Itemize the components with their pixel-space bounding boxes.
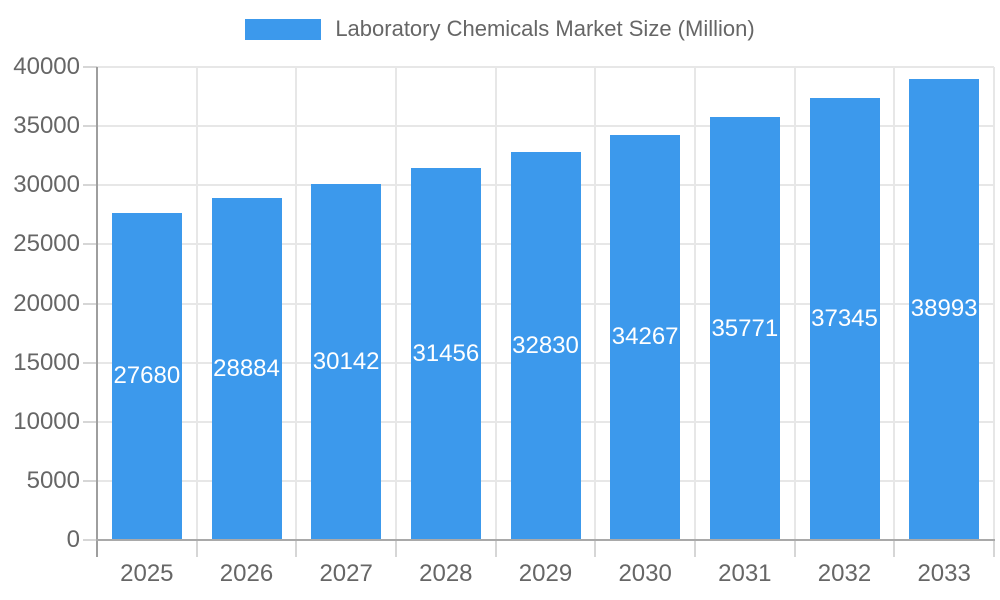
bar-value-label: 28884 [213,355,280,383]
v-gridline [295,67,298,540]
y-axis-tick [83,539,97,541]
bar [709,117,780,540]
y-axis-tick [83,479,97,482]
x-axis-tick [993,540,995,557]
y-axis-tick [83,66,97,68]
bar-value-label: 27680 [113,362,181,390]
x-axis-tick [694,540,696,557]
x-axis-label: 2029 [518,560,573,587]
x-axis-tick [494,540,497,557]
bar [111,212,182,540]
bar-value-label: 38993 [910,295,978,323]
x-axis-tick [594,540,597,557]
x-axis-tick [893,540,896,557]
y-axis-tick [83,243,97,246]
v-gridline [893,67,896,540]
v-gridline [993,67,995,540]
y-axis-label: 30000 [13,171,80,199]
y-axis-tick [83,184,97,187]
v-gridline [594,67,597,540]
x-axis-tick [295,540,298,557]
bar [909,78,980,540]
h-gridline [97,66,994,68]
x-axis-tick [195,540,198,557]
bar-value-label: 34267 [611,323,679,351]
bar [510,151,581,540]
bar [809,98,880,540]
y-axis-label: 20000 [13,289,80,317]
bar-value-label: 32830 [512,331,579,359]
y-axis-tick [83,361,97,364]
bar-value-label: 37345 [811,305,878,333]
y-axis-tick [83,302,97,305]
x-axis-label: 2033 [917,560,971,587]
bar [610,134,681,540]
legend[interactable]: Laboratory Chemicals Market Size (Millio… [0,16,1000,42]
y-axis-label: 25000 [13,230,80,258]
v-gridline [694,67,696,540]
y-axis-tick [83,125,97,128]
y-axis-label: 0 [66,526,80,553]
y-axis-label: 35000 [13,112,80,140]
x-axis-line [96,539,995,541]
legend-swatch-icon [245,18,322,40]
x-axis-tick [793,540,796,557]
x-axis-label: 2026 [219,560,274,587]
x-axis-label: 2027 [319,560,373,587]
bar [410,168,481,540]
x-axis-label: 2028 [419,560,473,587]
bar-value-label: 31456 [412,340,480,368]
bar-value-label: 30142 [312,347,380,375]
y-axis-label: 40000 [13,53,80,80]
y-axis-label: 10000 [13,407,80,435]
v-gridline [195,67,198,540]
x-axis-tick [395,540,397,557]
v-gridline [793,67,796,540]
y-axis-label: 15000 [13,348,80,376]
y-axis-label: 5000 [26,466,80,494]
legend-label: Laboratory Chemicals Market Size (Millio… [335,16,755,41]
bar-value-label: 35771 [711,314,779,342]
v-gridline [494,67,497,540]
v-gridline [395,67,397,540]
y-axis-tick [83,420,97,423]
x-axis-label: 2032 [817,560,872,587]
y-axis-line [96,67,98,557]
x-axis-label: 2025 [120,560,174,587]
bar [211,198,282,540]
x-axis-label: 2031 [718,560,772,587]
x-axis-label: 2030 [618,560,672,587]
